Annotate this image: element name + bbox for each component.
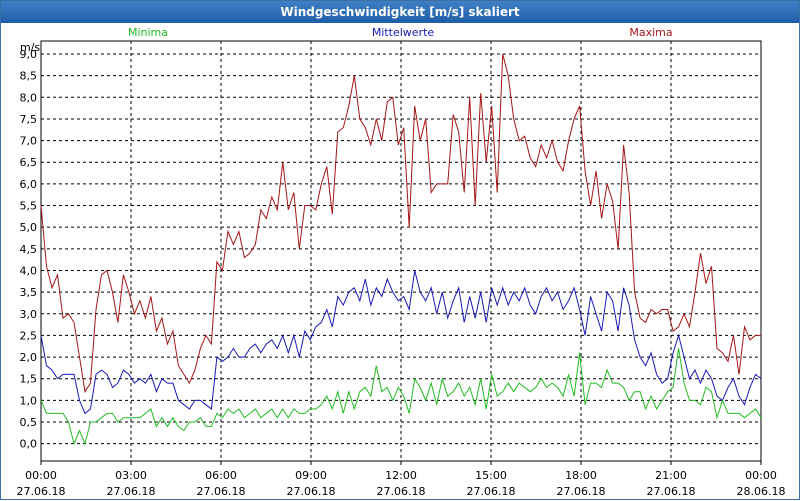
- x-tick-date: 27.06.18: [377, 485, 426, 498]
- y-tick-label: 2,0: [20, 351, 38, 364]
- y-tick-label: 0,5: [20, 416, 38, 429]
- x-tick-time: 00:00: [25, 469, 57, 482]
- x-tick-time: 00:00: [745, 469, 777, 482]
- series-line-mittelwerte: [40, 270, 762, 415]
- x-tick-date: 27.06.18: [647, 485, 696, 498]
- y-tick-label: 6,5: [20, 156, 38, 169]
- y-tick-label: 8,5: [20, 70, 38, 83]
- x-tick-date: 27.06.18: [107, 485, 156, 498]
- series-layer: [40, 53, 762, 446]
- x-tick-date: 27.06.18: [287, 485, 336, 498]
- y-tick-label: 2,5: [20, 329, 38, 342]
- y-tick-label: 3,5: [20, 286, 38, 299]
- y-tick-label: 5,0: [20, 221, 38, 234]
- grid: [41, 41, 761, 461]
- tick-labels: 0,0 0,5 1,0 1,5 2,0 2,5 3,0 3,5 4,0 4,5 5,0 5,5 6,0 6…: [17, 48, 786, 498]
- y-tick-label: 3,0: [20, 308, 38, 321]
- x-tick-time: 12:00: [385, 469, 417, 482]
- y-tick-label: 0,0: [20, 438, 38, 451]
- y-tick-label: 7,0: [20, 135, 38, 148]
- x-tick-time: 06:00: [205, 469, 237, 482]
- x-tick-time: 18:00: [565, 469, 597, 482]
- y-tick-label: 4,0: [20, 264, 38, 277]
- y-tick-label: 8,0: [20, 91, 38, 104]
- y-tick-label: 9,0: [20, 48, 38, 61]
- y-tick-label: 5,5: [20, 200, 38, 213]
- x-tick-time: 15:00: [475, 469, 507, 482]
- x-tick-date: 27.06.18: [467, 485, 516, 498]
- y-tick-label: 4,5: [20, 243, 38, 256]
- legend-mittelwerte: Mittelwerte: [372, 26, 435, 39]
- y-tick-label: 7,5: [20, 113, 38, 126]
- y-tick-label: 1,5: [20, 373, 38, 386]
- axes: [40, 40, 762, 465]
- window-title: Windgeschwindigkeit [m/s] skaliert: [1, 1, 799, 23]
- x-tick-time: 21:00: [655, 469, 687, 482]
- legend-maxima: Maxima: [629, 26, 672, 39]
- y-axis-unit-label: m/s: [20, 41, 40, 54]
- legend-minima: Minima: [128, 26, 168, 39]
- y-tick-label: 6,0: [20, 178, 38, 191]
- series-line-minima: [40, 348, 762, 446]
- x-tick-date: 28.06.18: [737, 485, 786, 498]
- y-tick-label: 1,0: [20, 394, 38, 407]
- x-tick-time: 09:00: [295, 469, 327, 482]
- plot-frame: [40, 40, 762, 462]
- x-tick-date: 27.06.18: [17, 485, 66, 498]
- x-tick-date: 27.06.18: [557, 485, 606, 498]
- x-tick-date: 27.06.18: [197, 485, 246, 498]
- x-tick-time: 03:00: [115, 469, 147, 482]
- series-line-maxima: [40, 53, 761, 394]
